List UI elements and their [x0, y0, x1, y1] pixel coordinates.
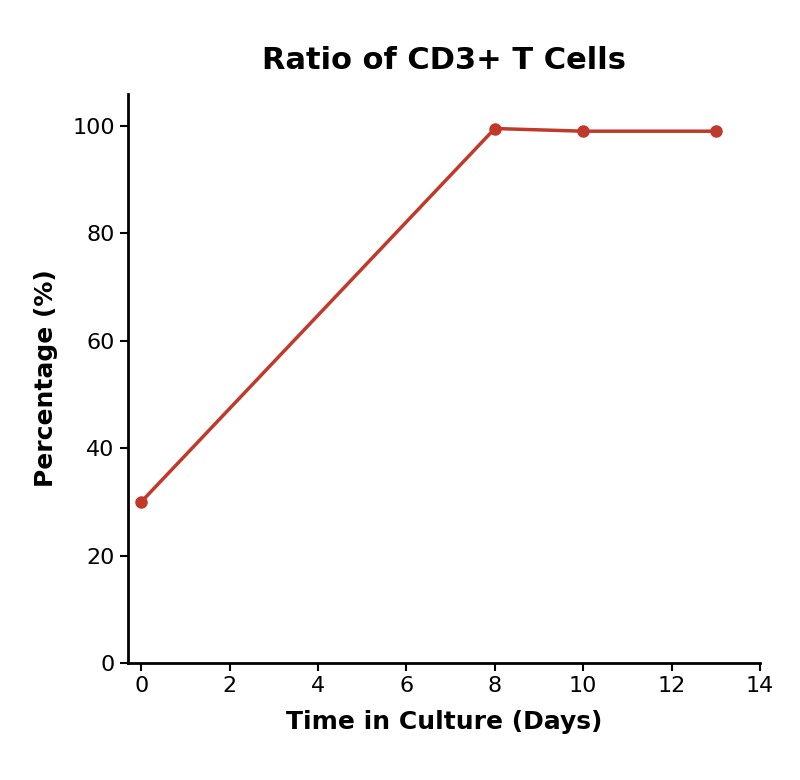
Title: Ratio of CD3+ T Cells: Ratio of CD3+ T Cells [262, 45, 626, 75]
X-axis label: Time in Culture (Days): Time in Culture (Days) [286, 710, 602, 734]
Y-axis label: Percentage (%): Percentage (%) [34, 269, 58, 488]
